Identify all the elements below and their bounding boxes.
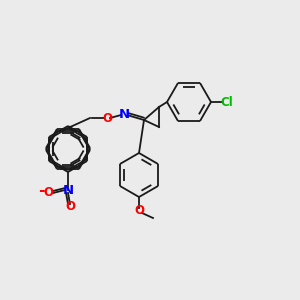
Text: N: N — [62, 184, 74, 196]
Text: N: N — [118, 109, 130, 122]
Text: O: O — [65, 200, 75, 214]
Text: O: O — [43, 187, 53, 200]
Text: Cl: Cl — [220, 95, 233, 109]
Text: -: - — [38, 182, 44, 197]
Text: O: O — [134, 205, 144, 218]
Text: O: O — [102, 112, 112, 124]
